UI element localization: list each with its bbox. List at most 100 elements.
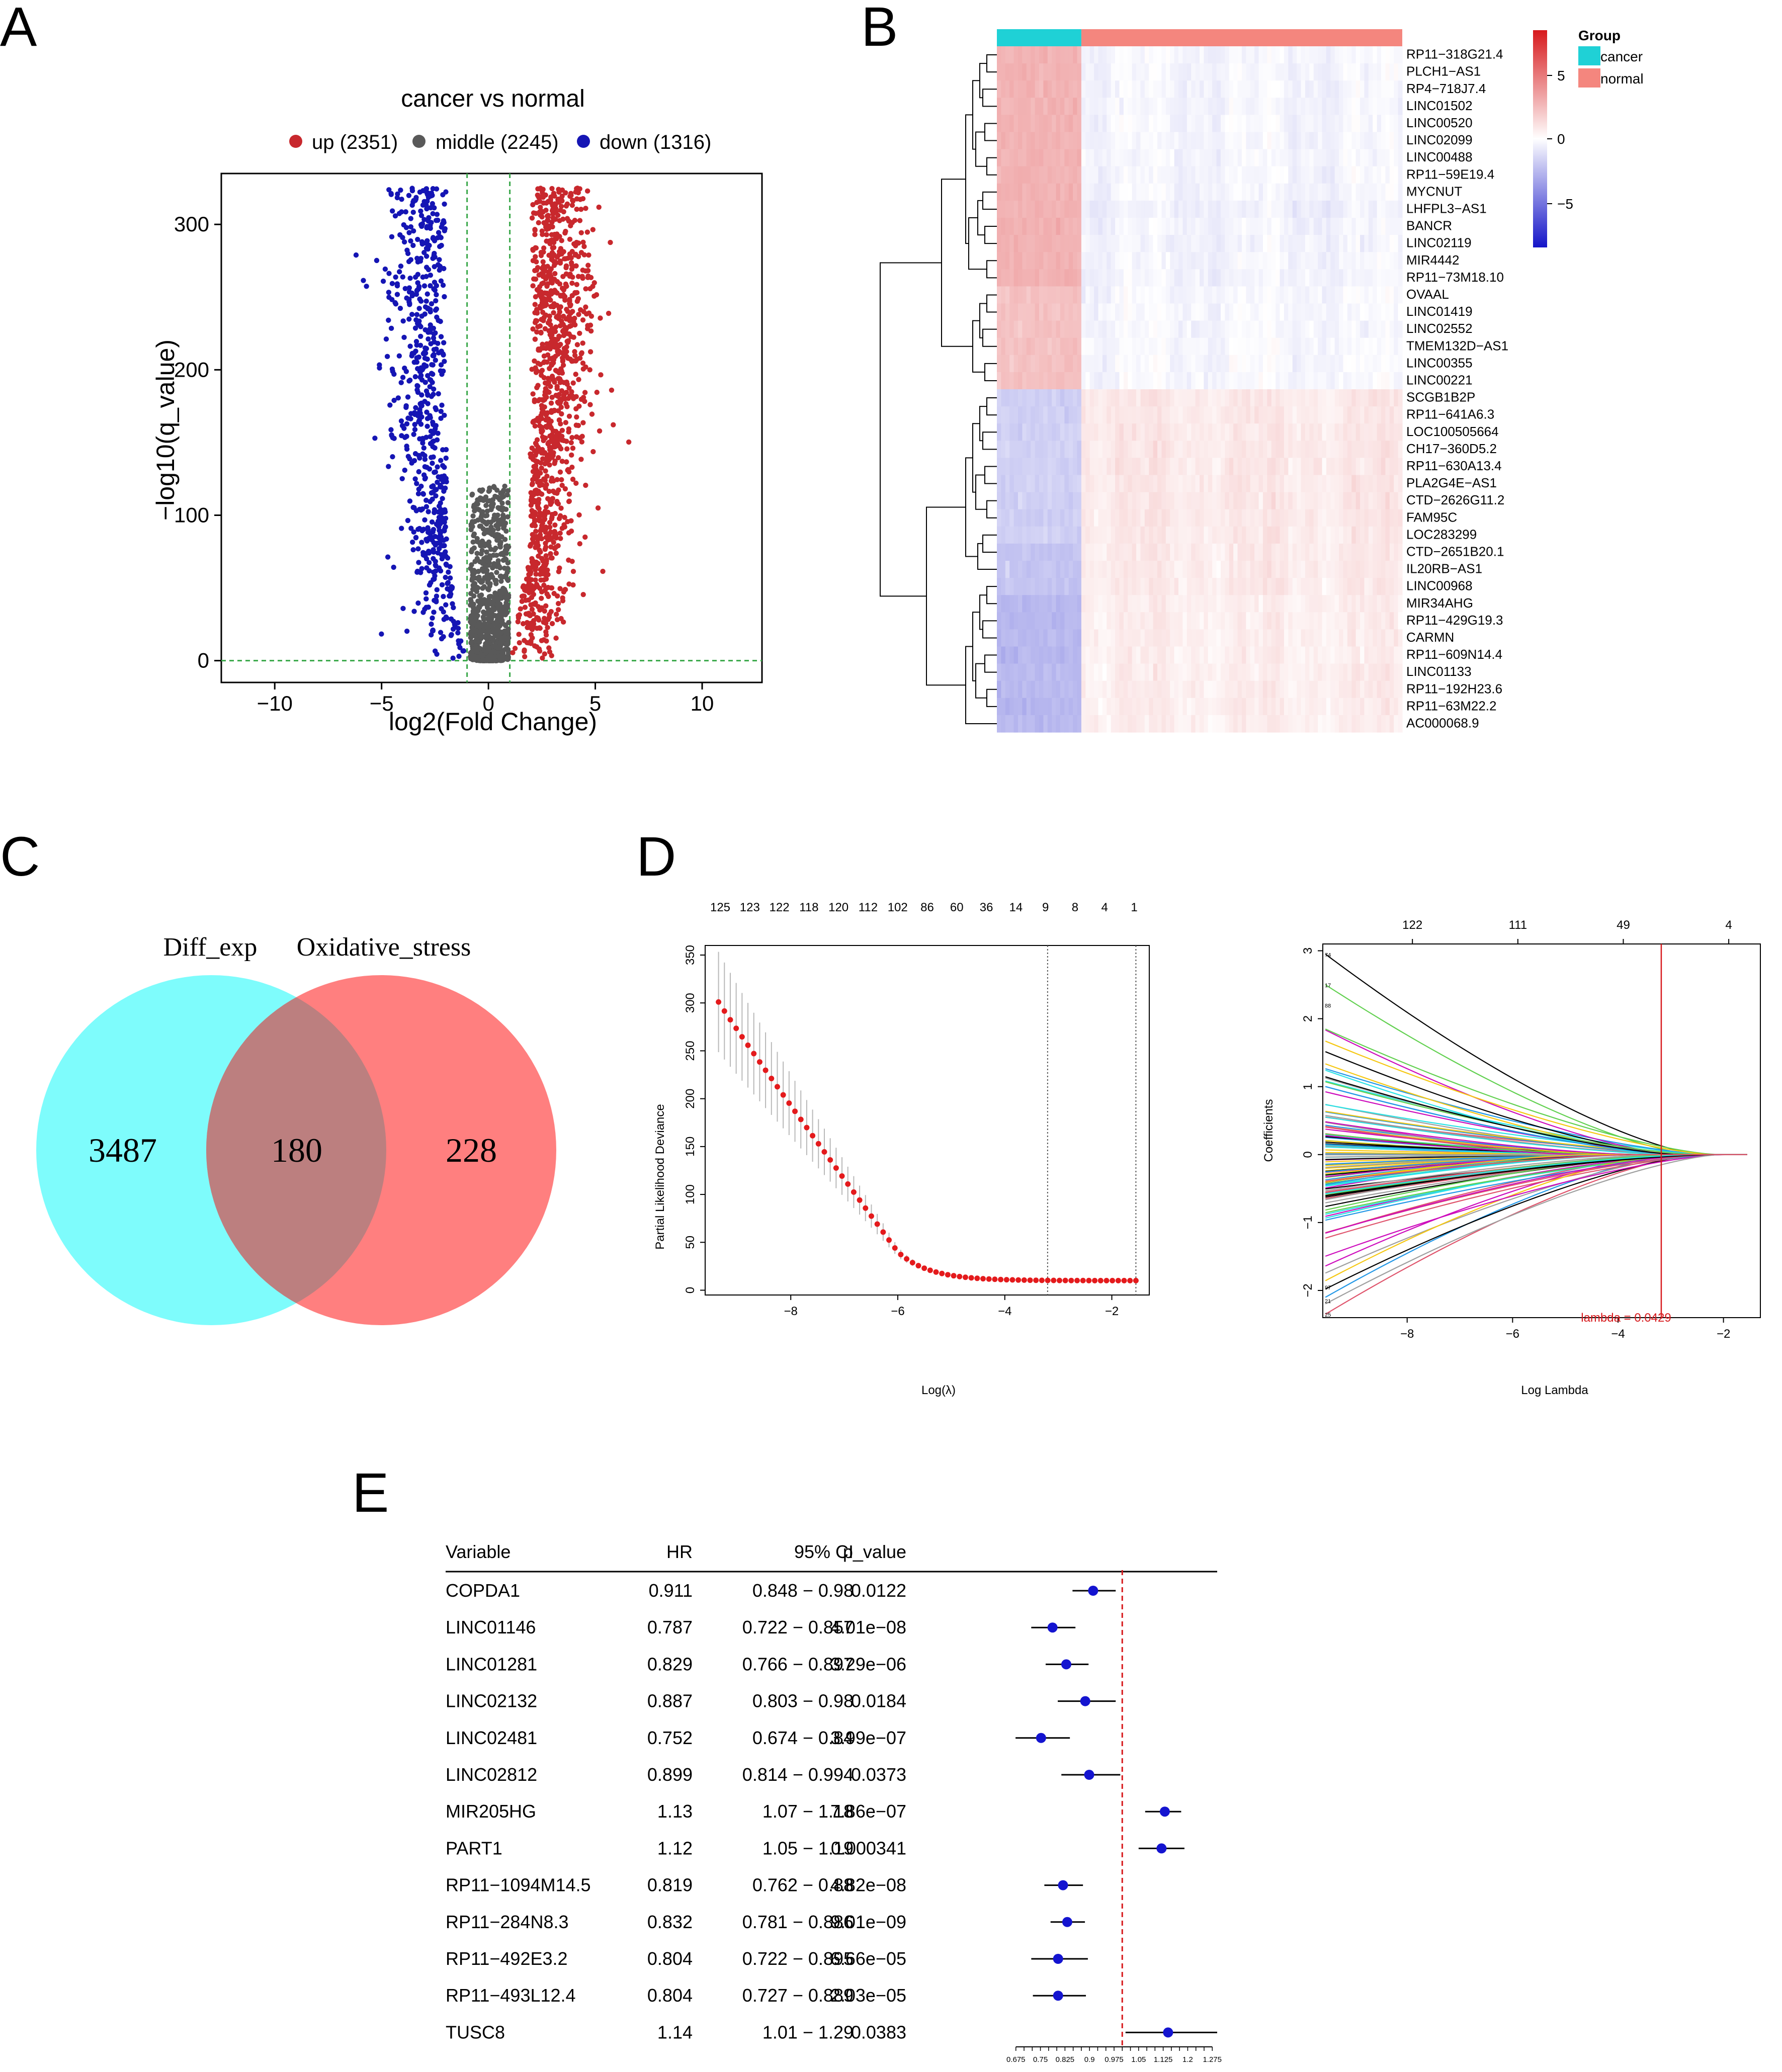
heatmap-cell <box>1262 252 1267 270</box>
heatmap-cell <box>1313 355 1318 373</box>
heatmap-cell <box>1119 441 1124 458</box>
heatmap-cell <box>1339 252 1344 270</box>
volcano-legend: up (2351) middle (2245) down (1316) <box>289 131 711 153</box>
heatmap-cell <box>1200 337 1204 356</box>
volcano-point <box>386 290 392 295</box>
volcano-point <box>436 565 442 571</box>
heatmap-cell <box>1200 423 1204 441</box>
heatmap-cell <box>1301 132 1306 150</box>
heatmap-cell <box>1052 286 1057 304</box>
volcano-point <box>435 217 441 223</box>
heatmap-cell <box>1200 320 1204 338</box>
heatmap-cell <box>1094 63 1099 81</box>
heatmap-cell <box>1347 406 1352 424</box>
heatmap-cell <box>1360 115 1365 133</box>
heatmap-cell <box>1326 269 1331 287</box>
volcano-point <box>423 504 430 509</box>
volcano-point <box>588 328 594 334</box>
volcano-point <box>432 287 438 293</box>
heatmap-cell <box>1031 132 1036 150</box>
heatmap-cell <box>1204 80 1209 98</box>
volcano-point <box>558 204 564 209</box>
heatmap-cell <box>1212 149 1217 167</box>
heatmap-cell <box>1334 98 1339 115</box>
volcano-point <box>414 481 419 486</box>
heatmap-cell <box>1276 320 1281 338</box>
heatmap-cell <box>1200 115 1204 133</box>
heatmap-cell <box>1102 80 1107 98</box>
heatmap-cell <box>1102 132 1107 150</box>
heatmap-cell <box>1288 166 1293 184</box>
volcano-point <box>547 612 552 618</box>
heatmap-cell <box>1258 132 1263 150</box>
volcano-point <box>549 585 555 591</box>
heatmap-cell <box>1073 389 1078 407</box>
heatmap-cell <box>1220 46 1225 64</box>
dendrogram-branch <box>982 89 997 107</box>
heatmap-cell <box>1115 406 1120 424</box>
heatmap-cell <box>1389 80 1394 98</box>
volcano-point <box>529 215 535 221</box>
heatmap-cell <box>1017 269 1023 287</box>
heatmap-cell <box>1098 389 1103 407</box>
heatmap-cell <box>1005 132 1010 150</box>
volcano-point <box>484 605 490 611</box>
heatmap-cell <box>997 423 1001 441</box>
dendrogram-branch <box>977 543 997 570</box>
heatmap-cell <box>1136 200 1141 218</box>
heatmap-cell <box>1271 200 1276 218</box>
volcano-point <box>571 334 576 340</box>
heatmap-cell <box>1305 166 1310 184</box>
heatmap-cell <box>1039 252 1044 270</box>
volcano-point <box>518 606 523 612</box>
volcano-point <box>543 423 549 429</box>
heatmap-cell <box>1326 115 1331 133</box>
heatmap-cell <box>1170 406 1175 424</box>
heatmap-cell <box>1031 303 1036 321</box>
heatmap-cell <box>1068 303 1073 321</box>
heatmap-cell <box>1119 252 1124 270</box>
volcano-point <box>431 610 437 615</box>
heatmap-cell <box>1262 115 1267 133</box>
heatmap-cell <box>1043 63 1048 81</box>
heatmap-cell <box>1288 269 1293 287</box>
heatmap-cell <box>1267 149 1272 167</box>
heatmap-cell <box>1136 218 1141 235</box>
heatmap-cell <box>1389 423 1394 441</box>
heatmap-cell <box>1267 252 1272 270</box>
heatmap-cell <box>1102 149 1107 167</box>
volcano-x-axis-label: log2(Fold Change) <box>389 708 597 736</box>
volcano-point <box>481 584 487 589</box>
volcano-point <box>391 371 397 377</box>
heatmap-cell <box>997 115 1001 133</box>
heatmap-cell <box>1047 423 1052 441</box>
heatmap-cell <box>1377 149 1382 167</box>
heatmap-cell <box>1115 115 1120 133</box>
volcano-point <box>413 291 419 297</box>
volcano-point <box>540 272 546 278</box>
heatmap-cell <box>1229 98 1234 115</box>
heatmap-cell <box>1052 406 1057 424</box>
heatmap-cell <box>1351 200 1356 218</box>
volcano-point <box>405 394 411 400</box>
heatmap-cell <box>1233 423 1238 441</box>
heatmap-cell <box>1009 46 1014 64</box>
volcano-point <box>552 344 558 350</box>
heatmap-cell <box>1170 269 1175 287</box>
heatmap-cell <box>1267 80 1272 98</box>
volcano-point <box>564 446 570 452</box>
heatmap-cell <box>1204 337 1209 356</box>
volcano-point <box>568 255 574 261</box>
heatmap-cell <box>1026 149 1031 167</box>
heatmap-cell <box>1309 149 1314 167</box>
heatmap-cell <box>1178 98 1183 115</box>
heatmap-cell <box>1318 132 1323 150</box>
heatmap-cell <box>1313 63 1318 81</box>
heatmap-cell <box>1364 337 1369 356</box>
heatmap-cell <box>1178 252 1183 270</box>
heatmap-cell <box>1271 80 1276 98</box>
heatmap-cell <box>1052 269 1057 287</box>
volcano-point <box>437 528 442 534</box>
heatmap-cell <box>1364 115 1369 133</box>
heatmap-cell <box>1009 149 1014 167</box>
